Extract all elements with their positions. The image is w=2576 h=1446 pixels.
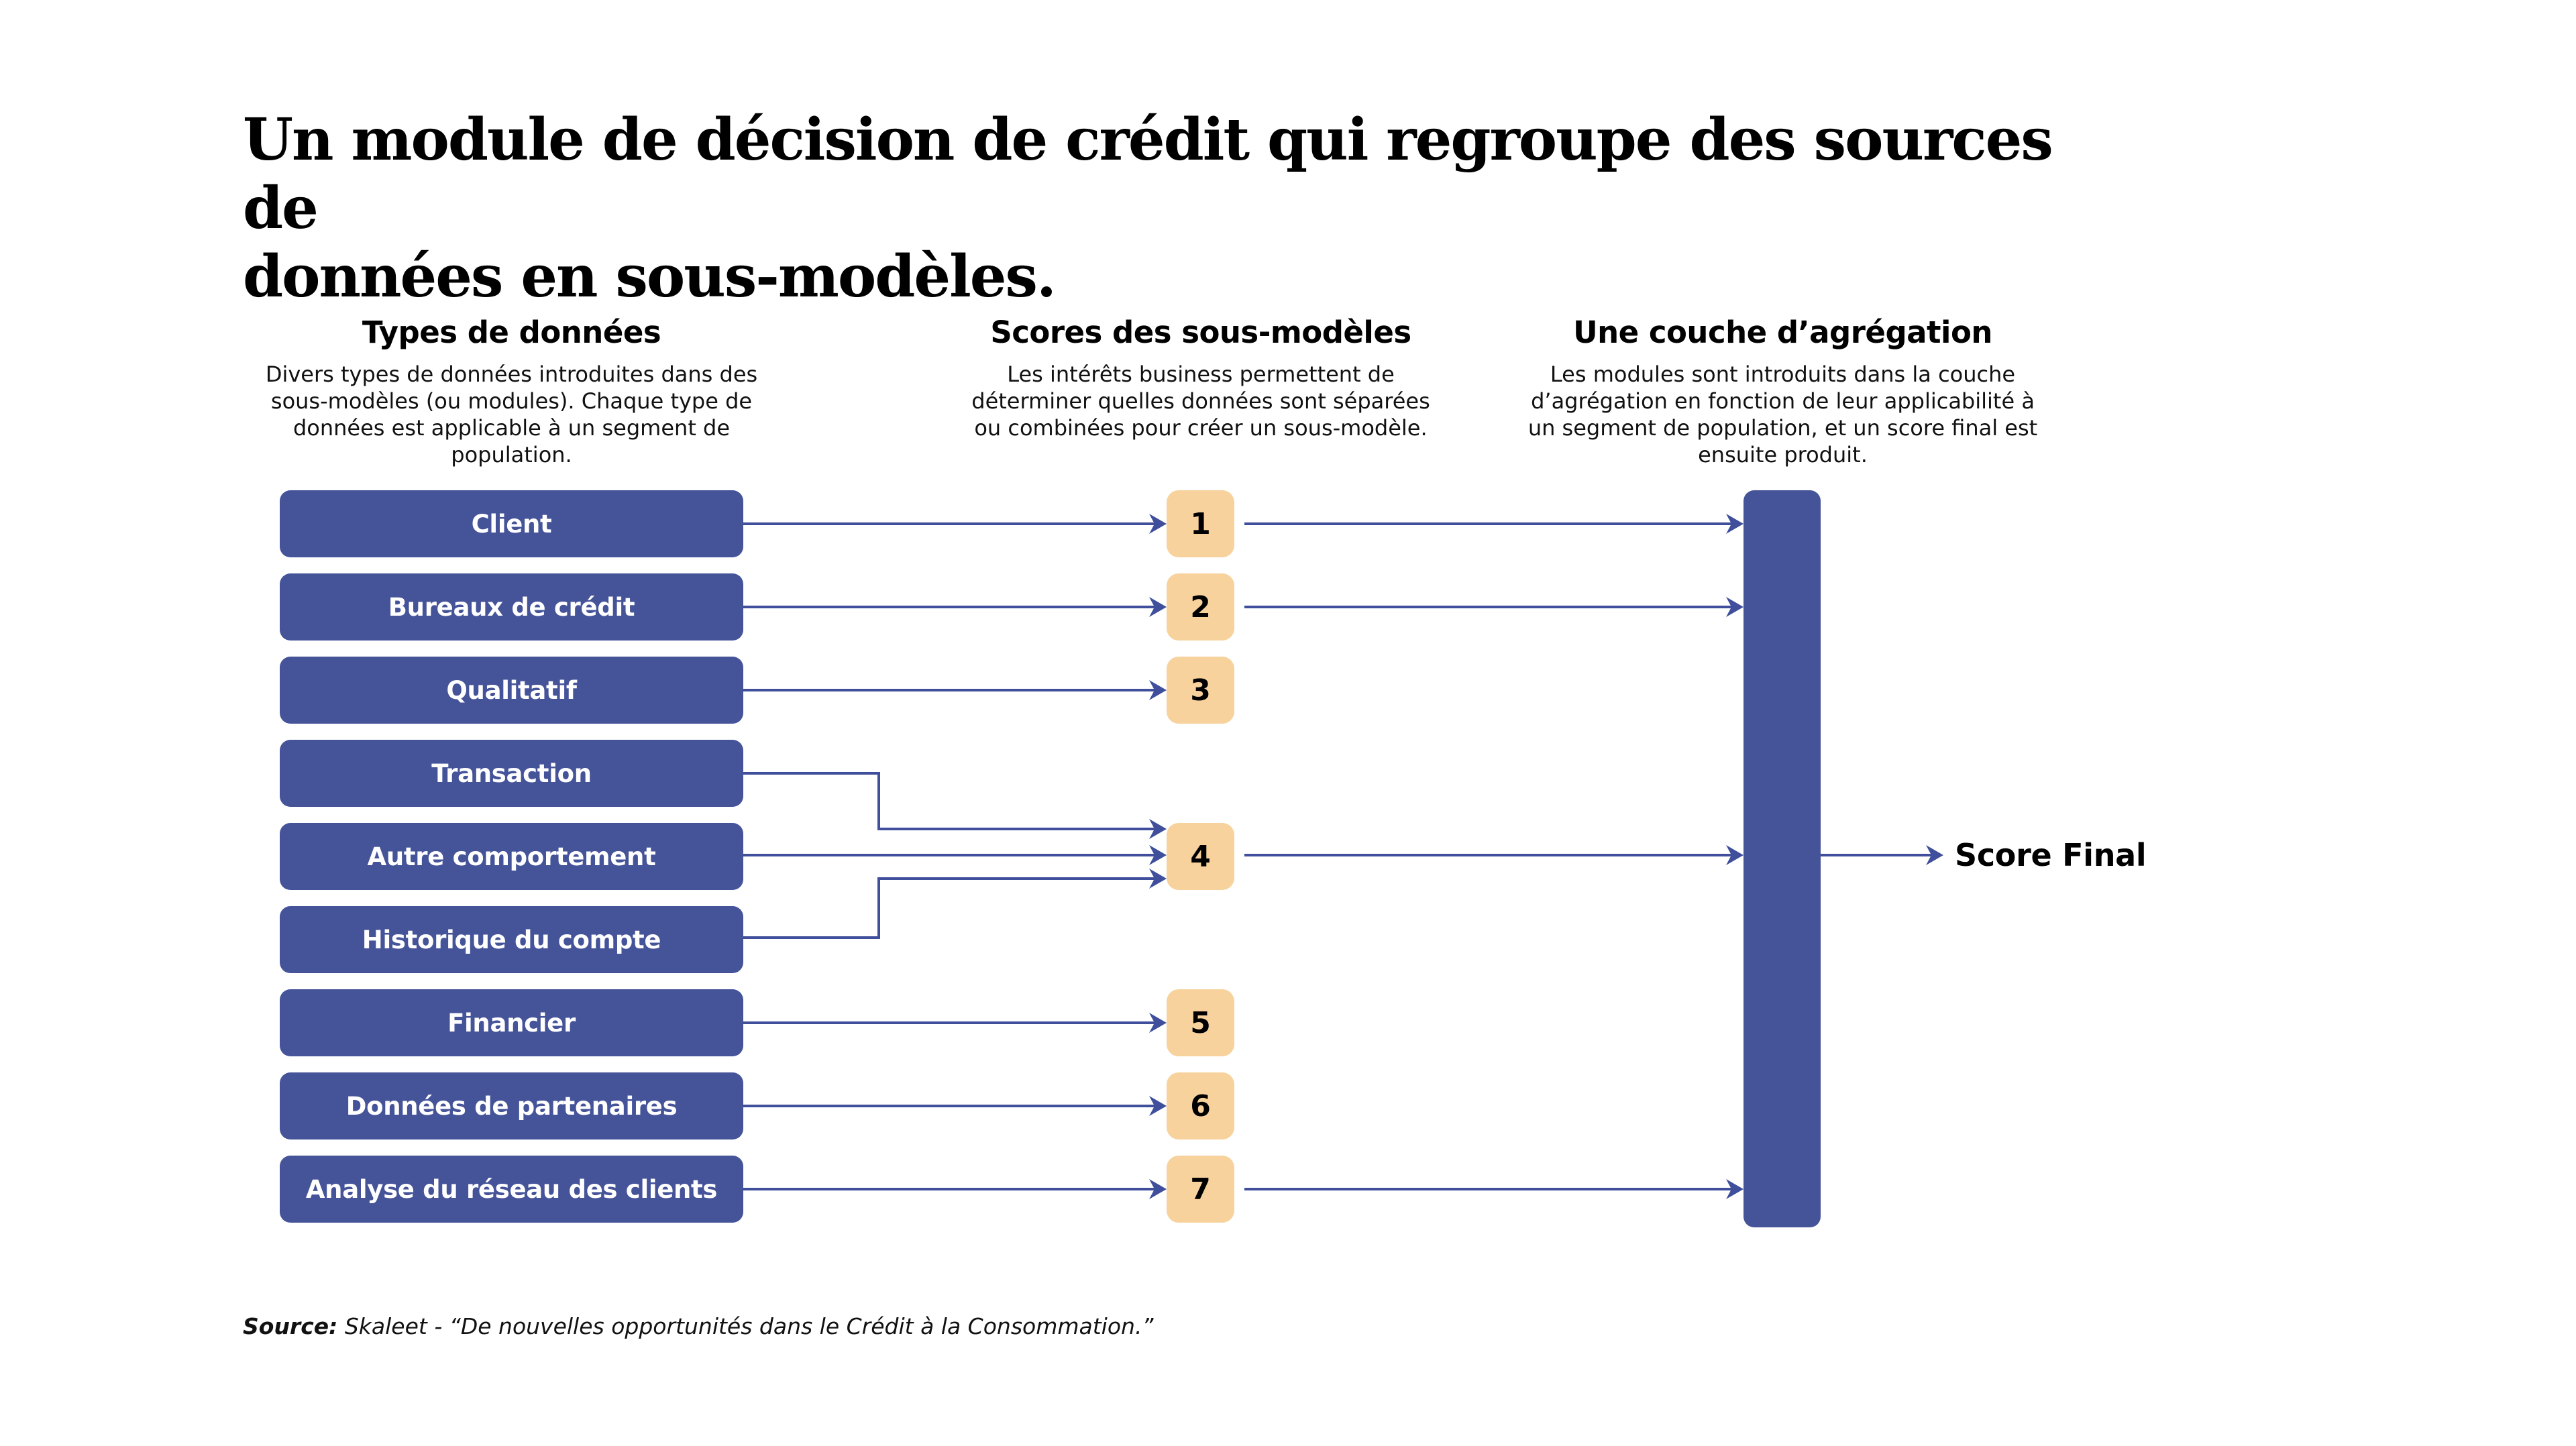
score-label: 4	[1190, 839, 1211, 874]
column-heading: Une couche d’agrégation	[1573, 315, 1992, 350]
data-type-financier: Financier	[280, 989, 743, 1056]
source-text: Skaleet - “De nouvelles opportunités dan…	[337, 1313, 1154, 1339]
column-header-data-types: Types de données Divers types de données…	[262, 314, 761, 468]
data-type-label: Client	[471, 509, 552, 539]
data-type-label: Analyse du réseau des clients	[305, 1174, 718, 1204]
column-header-aggregation: Une couche d’agrégation Les modules sont…	[1523, 314, 2043, 468]
data-type-bureaux-de-credit: Bureaux de crédit	[280, 573, 743, 641]
score-box-3: 3	[1167, 657, 1234, 724]
column-description: Les modules sont introduits dans la couc…	[1527, 362, 2038, 467]
data-type-label: Données de partenaires	[345, 1091, 678, 1121]
score-label: 5	[1190, 1005, 1211, 1040]
data-type-label: Qualitatif	[446, 675, 577, 705]
title-line-2: données en sous-modèles.	[243, 243, 1057, 311]
score-label: 3	[1190, 673, 1211, 708]
source-prefix: Source:	[243, 1313, 338, 1339]
column-description: Divers types de données introduites dans…	[265, 362, 758, 467]
score-box-4: 4	[1167, 823, 1234, 890]
score-label: 2	[1190, 590, 1211, 624]
score-box-5: 5	[1167, 989, 1234, 1056]
data-type-label: Historique du compte	[362, 925, 661, 954]
data-type-autre-comportement: Autre comportement	[280, 823, 743, 890]
page-title: Un module de décision de crédit qui regr…	[243, 106, 2054, 311]
column-heading: Types de données	[362, 315, 661, 350]
arrow-historique-to-4	[743, 877, 1164, 939]
data-type-label: Bureaux de crédit	[388, 592, 635, 622]
data-type-qualitatif: Qualitatif	[280, 657, 743, 724]
score-box-6: 6	[1167, 1072, 1234, 1139]
source-citation: Source: Skaleet - “De nouvelles opportun…	[243, 1313, 1154, 1339]
score-label: 6	[1190, 1089, 1211, 1123]
column-description: Les intérêts business permettent de déte…	[971, 362, 1430, 441]
column-heading: Scores des sous-modèles	[990, 315, 1411, 350]
score-box-2: 2	[1167, 573, 1234, 641]
data-type-historique-du-compte: Historique du compte	[280, 906, 743, 973]
aggregation-layer-bar	[1743, 490, 1821, 1227]
score-box-7: 7	[1167, 1156, 1234, 1223]
score-label: 7	[1190, 1172, 1211, 1207]
data-type-client: Client	[280, 490, 743, 557]
data-type-transaction: Transaction	[280, 740, 743, 807]
score-box-1: 1	[1167, 490, 1234, 557]
data-type-label: Transaction	[431, 759, 592, 788]
data-type-label: Autre comportement	[367, 842, 656, 871]
arrowheads	[1149, 514, 1943, 1199]
final-score-label: Score Final	[1955, 837, 2147, 873]
score-label: 1	[1190, 506, 1211, 541]
arrow-transaction-to-4	[743, 772, 1164, 830]
data-type-label: Financier	[447, 1008, 576, 1038]
data-type-analyse-reseau: Analyse du réseau des clients	[280, 1156, 743, 1223]
data-type-donnees-de-partenaires: Données de partenaires	[280, 1072, 743, 1139]
title-line-1: Un module de décision de crédit qui regr…	[243, 106, 2053, 242]
column-header-sub-model-scores: Scores des sous-modèles Les intérêts bus…	[966, 314, 1436, 441]
